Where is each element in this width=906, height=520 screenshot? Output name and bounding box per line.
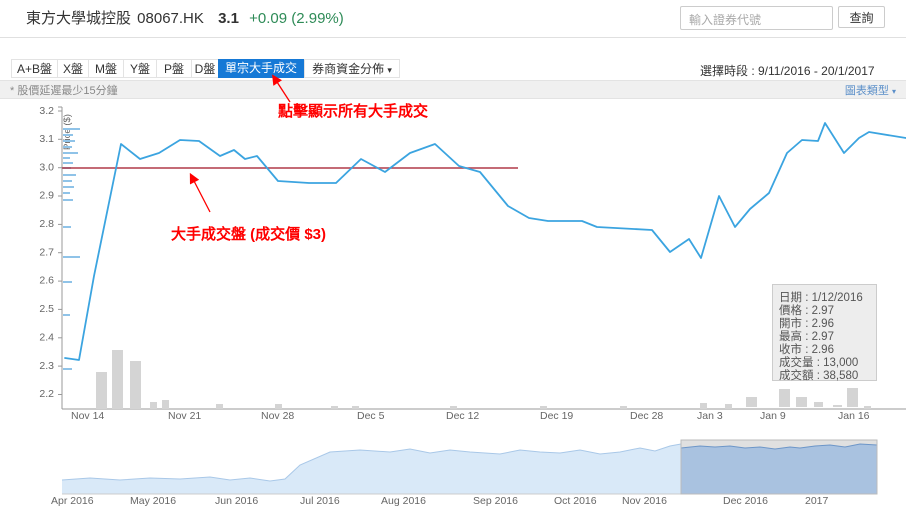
svg-text:2.7: 2.7 <box>39 246 54 258</box>
svg-text:3.0: 3.0 <box>39 161 54 173</box>
svg-text:2.8: 2.8 <box>39 218 54 230</box>
svg-text:Price ($): Price ($) <box>62 114 73 150</box>
svg-text:3.2: 3.2 <box>39 105 54 117</box>
svg-text:點擊顯示所有大手成交: 點擊顯示所有大手成交 <box>278 102 428 120</box>
svg-text:2.6: 2.6 <box>39 275 54 287</box>
svg-text:2.5: 2.5 <box>39 303 54 315</box>
svg-text:3.1: 3.1 <box>39 133 54 145</box>
svg-text:2.4: 2.4 <box>39 331 54 343</box>
svg-text:大手成交盤 (成交價 $3): 大手成交盤 (成交價 $3) <box>171 225 326 243</box>
svg-text:2.9: 2.9 <box>39 190 54 202</box>
svg-text:2.3: 2.3 <box>39 360 54 372</box>
svg-text:2.2: 2.2 <box>39 388 54 400</box>
